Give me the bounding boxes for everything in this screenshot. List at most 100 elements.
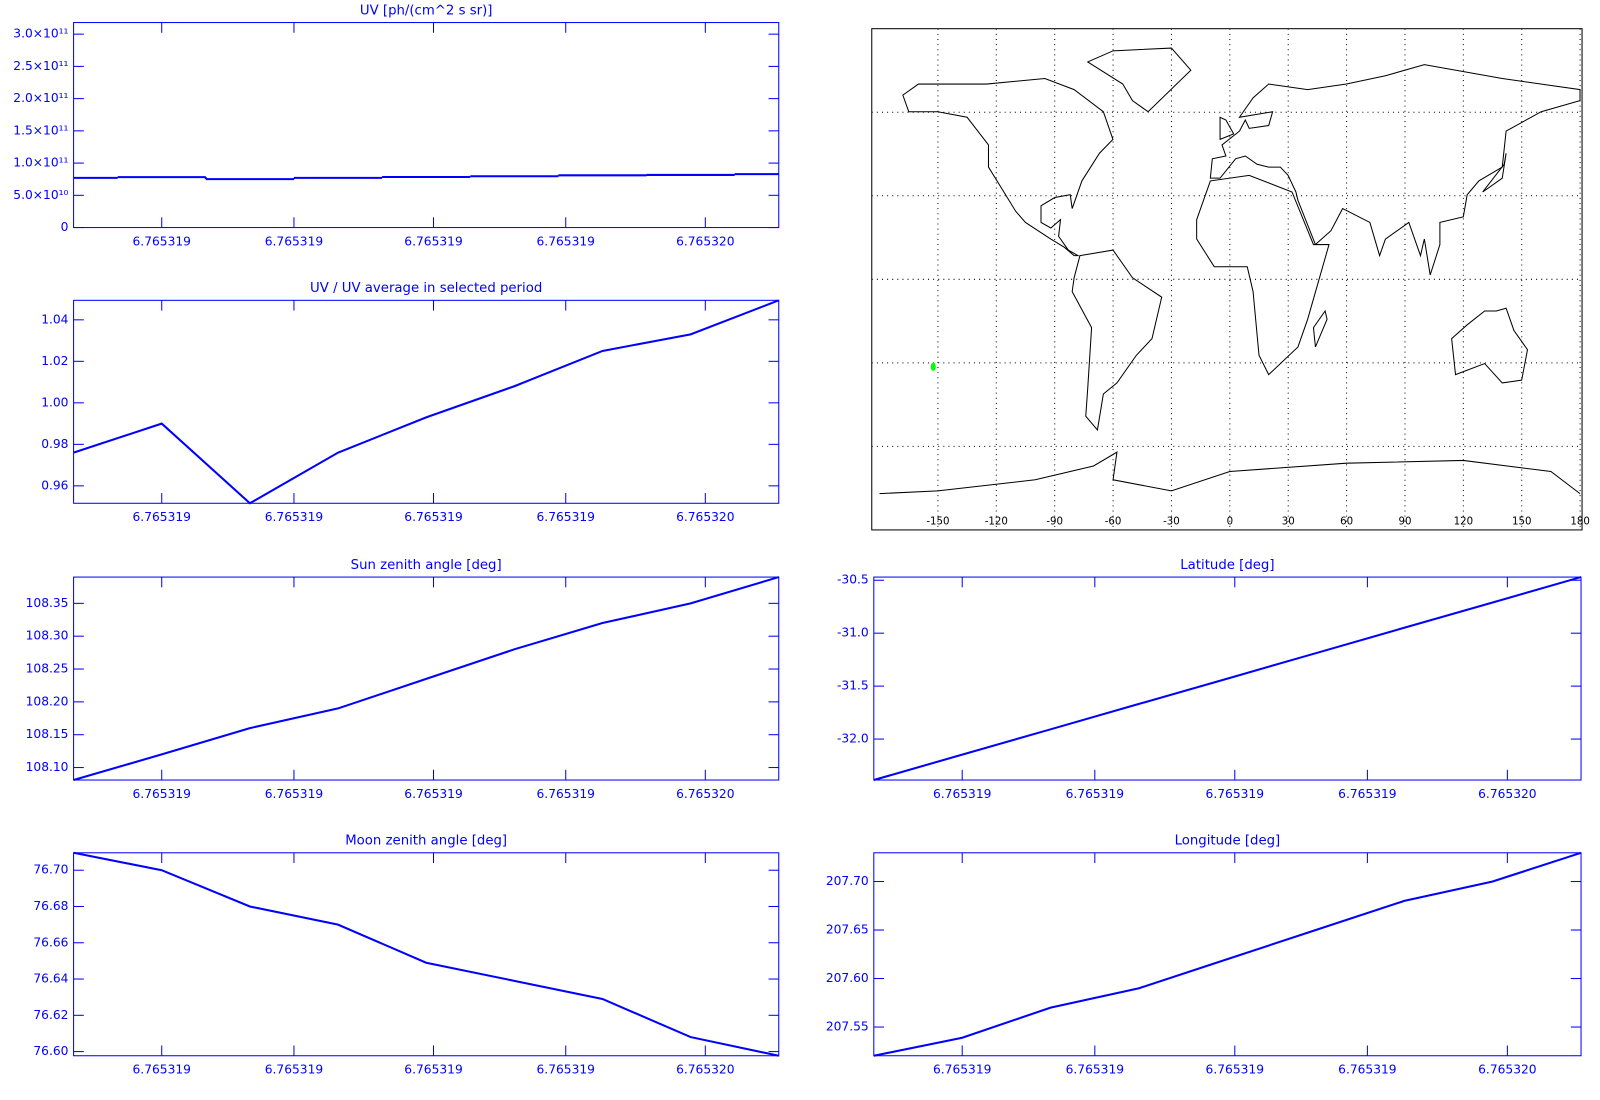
y-tick-label: 108.25 [26,662,69,676]
y-tick-label: 1.00 [41,395,68,409]
x-tick-label: 120 [1454,517,1473,528]
chart-title: UV [ph/(cm^2 s sr)] [360,3,493,18]
y-tick-label: 108.30 [26,629,69,643]
x-tick-label: 6.765319 [1066,787,1124,801]
coast-greenland [1086,47,1192,113]
y-tick-label: 108.20 [26,694,69,708]
x-tick-label: 6.765319 [1066,1063,1124,1077]
plot-frame [871,28,1583,531]
x-tick-label: 90 [1398,517,1411,528]
plots: UV [ph/(cm^2 s sr)] 6.765319 6.765319 6.765… [13,3,1590,1076]
x-tick-label: 6.765319 [933,1063,991,1077]
x-tick-label: 6.765319 [265,234,323,248]
coast-eurasia [1209,64,1581,276]
x-tick-label: 6.765320 [676,1063,734,1077]
y-tick-label: 207.60 [826,971,869,985]
plot-frame [873,576,1582,781]
x-tick-label: 6.765319 [537,1063,595,1077]
x-tick-label: 60 [1340,517,1353,528]
y-tick-label: 76.62 [33,1008,68,1022]
y-tick-label: 1.5×10¹¹ [13,123,68,137]
plot-frame [73,22,780,229]
y-tick-label: -31.5 [837,679,869,693]
x-tick-label: 6.765319 [133,1063,191,1077]
x-tick-label: -150 [926,517,949,528]
x-tick-label: 150 [1512,517,1531,528]
plot-frame [73,576,780,781]
coast-north-america [902,77,1114,257]
y-tick-label: 76.68 [33,899,68,913]
x-tick-label: 6.765320 [1478,1063,1536,1077]
x-tick-label: 180 [1570,517,1589,528]
x-tick-label: 6.765320 [676,787,734,801]
y-tick-label: 1.0×10¹¹ [13,156,68,170]
data-line [73,851,779,1057]
coast-south-america [1071,249,1163,432]
y-tick-label: 0 [61,220,69,234]
x-tick-label: 6.765319 [133,787,191,801]
data-line [873,851,1582,1057]
y-tick-label: 108.35 [26,596,69,610]
y-tick-label: 76.60 [33,1044,68,1058]
y-tick-label: 207.55 [826,1020,869,1034]
x-tick-label: 6.765319 [265,510,323,524]
x-tick-label: -120 [985,517,1008,528]
y-tick-label: 1.02 [41,354,68,368]
x-tick-label: 6.765319 [404,234,462,248]
coast-britain [1219,116,1235,141]
x-tick-label: 6.765319 [537,510,595,524]
x-tick-label: 6.765319 [1206,787,1264,801]
x-tick-label: -90 [1046,517,1063,528]
y-tick-label: 3.0×10¹¹ [13,27,68,41]
y-tick-label: 207.70 [826,874,869,888]
y-tick-label: 2.0×10¹¹ [13,91,68,105]
data-line [873,576,1582,782]
x-tick-label: 6.765319 [933,787,991,801]
x-tick-label: 6.765319 [265,1063,323,1077]
coast-japan [1482,153,1507,193]
x-tick-label: 6.765319 [133,234,191,248]
x-tick-label: 6.765319 [1338,1063,1396,1077]
y-tick-label: 5.0×10¹⁰ [13,188,68,202]
plot-frame [73,299,780,504]
y-tick-label: 0.98 [41,437,68,451]
x-tick-label: 6.765319 [404,787,462,801]
y-tick-label: 0.96 [41,478,68,492]
coast-australia [1451,307,1529,384]
x-tick-label: 6.765320 [676,510,734,524]
x-tick-label: 6.765319 [265,787,323,801]
x-tick-label: -30 [1163,517,1180,528]
chart-title: Latitude [deg] [1180,558,1274,573]
y-tick-label: 1.04 [41,312,68,326]
x-tick-label: -60 [1105,517,1122,528]
x-tick-label: 0 [1227,517,1234,528]
y-tick-label: -32.0 [837,732,869,746]
y-tick-label: 108.15 [26,727,69,741]
x-tick-label: 6.765319 [537,234,595,248]
coast-antarctica [879,451,1581,495]
y-tick-label: 108.10 [26,760,69,774]
data-line [73,299,780,505]
coastlines [879,47,1581,495]
y-tick-label: 76.70 [33,863,68,877]
x-tick-label: 6.765319 [133,510,191,524]
x-tick-label: 6.765320 [676,234,734,248]
y-tick-label: 76.64 [33,972,68,986]
chart-title: UV / UV average in selected period [310,281,542,296]
x-tick-label: 6.765319 [537,787,595,801]
x-tick-label: 6.765319 [404,1063,462,1077]
coast-madagascar [1312,309,1328,348]
y-tick-label: 76.66 [33,935,68,949]
y-tick-label: -31.0 [837,626,869,640]
x-tick-label: 6.765319 [1338,787,1396,801]
y-tick-label: -30.5 [837,573,869,587]
track-point [930,362,936,371]
x-tick-label: 6.765320 [1478,787,1536,801]
data-line [73,576,780,782]
plot-frame [873,852,1582,1057]
chart-title: Longitude [deg] [1175,833,1281,848]
chart-title: Moon zenith angle [deg] [345,833,507,848]
